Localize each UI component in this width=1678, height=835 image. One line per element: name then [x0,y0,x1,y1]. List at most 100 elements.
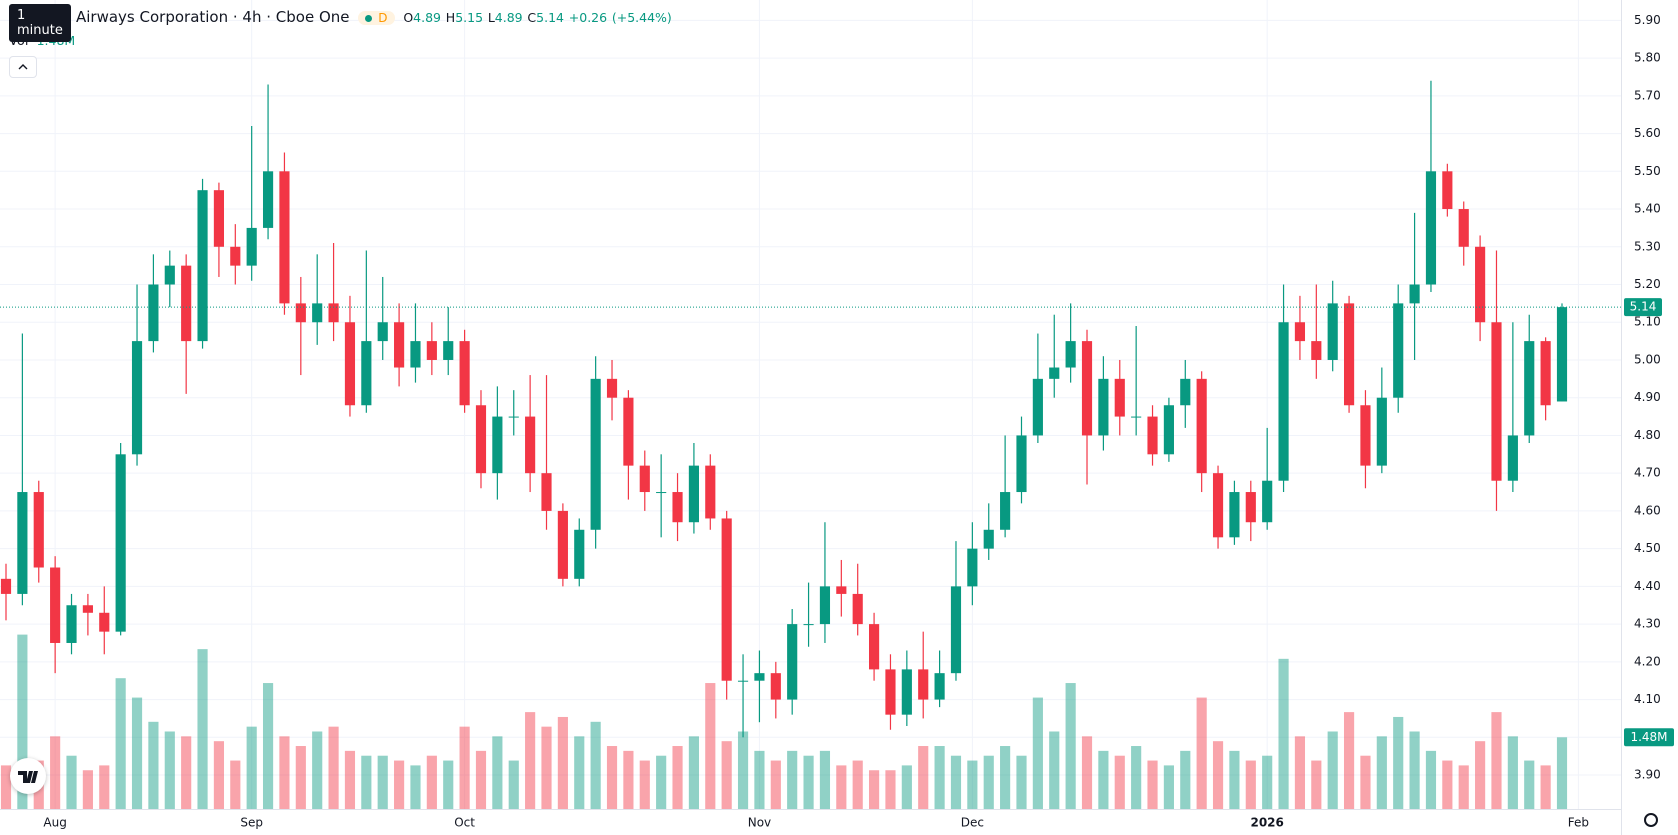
candle-body [1491,322,1502,481]
volume-bar [17,634,28,809]
x-tick-label: Nov [748,816,771,830]
chevron-icon [18,64,28,70]
y-tick-label: 4.40 [1634,579,1661,593]
y-tick-label: 5.10 [1634,315,1661,329]
candle-body [950,586,962,674]
volume-bar [541,726,552,809]
volume-bar [574,736,585,809]
volume-bar [1540,765,1551,809]
volume-bar [525,712,536,809]
candle-body [33,492,44,568]
volume-bar [148,721,159,809]
volume-bar [82,770,93,809]
volume-bar [557,716,568,809]
volume-bar [1081,736,1093,809]
candle-body [328,303,339,323]
symbol-row: e Airways Corporation · 4h · Cboe One D … [62,8,672,26]
symbol-title: e Airways Corporation · 4h · Cboe One [62,8,350,26]
candle-body [852,593,863,625]
status-badge[interactable]: D [358,11,395,25]
volume-bar [754,750,765,809]
volume-bar [1327,731,1338,809]
y-tick-label: 4.90 [1634,390,1661,404]
volume-bar [819,750,831,809]
volume-bar [688,736,699,809]
volume-bar [934,746,945,809]
candle-body [1065,341,1076,368]
volume-bar [1425,750,1437,809]
candle-body [262,171,274,228]
candle-body [508,416,519,418]
candle-body [1212,473,1224,538]
volume-bar [1442,760,1453,809]
volume-bar [869,770,880,809]
volume-bar [885,770,896,809]
candle-body [869,624,880,670]
volume-bar [623,750,634,809]
candle-body [312,303,323,323]
candle-body [672,492,683,523]
y-tick-label: 5.90 [1634,13,1661,27]
volume-bar [1458,765,1469,809]
volume-bar [361,755,372,809]
candle-body [574,529,585,579]
volume-bar [1524,760,1535,809]
y-tick-label: 4.80 [1634,428,1661,442]
x-tick-label: Sep [240,816,263,830]
collapse-button[interactable] [9,56,37,78]
volume-bar [459,726,470,809]
candle-body [557,510,568,579]
change-percent: (+5.44%) [611,10,672,25]
candle-body [17,492,28,594]
candle-body [99,612,110,632]
volume-bar [410,765,421,809]
candle-body [1245,492,1256,523]
volume-bar [312,731,323,809]
volume-bar [197,649,208,809]
last-price-label: 5.14 [1630,300,1657,314]
candle-body [1524,341,1535,436]
volume-value-label: 1.48M [1630,730,1667,744]
last-price-box [1624,298,1662,317]
candle-body [344,322,356,406]
volume-bar [1556,737,1568,809]
candle-body [1475,246,1486,323]
candle-body [131,341,143,455]
candle-body [819,586,831,625]
y-tick-label: 5.70 [1634,88,1661,102]
volume-bar [1180,750,1191,809]
candle-body [1540,341,1551,406]
candle-body [525,416,536,474]
x-tick-label: Feb [1568,816,1589,830]
volume-bar [770,760,781,809]
candle-body [492,416,503,474]
candle-body [1098,378,1109,436]
ohlc-value: 5.15 [455,10,484,25]
candle-body [1376,397,1387,466]
volume-bar [1262,755,1273,809]
y-tick-label: 3.90 [1634,768,1661,782]
volume-bar [787,750,798,809]
x-tick-label: Dec [961,816,984,830]
x-tick-label: Oct [454,816,475,830]
volume-bar [426,755,437,809]
candle-body [754,673,765,681]
y-tick-label: 5.80 [1634,51,1661,65]
ohlc-value: 5.14 [536,10,564,25]
volume-bar [1131,746,1142,809]
settings-icon[interactable] [1644,813,1658,827]
candle-body [770,673,781,700]
logo[interactable] [10,758,46,794]
volume-bar [1343,712,1355,809]
candle-body [885,669,896,715]
volume-bar [967,760,978,809]
volume-bar [246,726,257,809]
candle-body [1180,378,1191,406]
volume-bar [803,755,814,809]
candle-body [688,465,699,523]
y-tick-label: 5.40 [1634,202,1661,216]
y-tick-label: 5.30 [1634,239,1661,253]
ohlc-value: 4.89 [494,10,523,25]
volume-bar [0,765,12,809]
